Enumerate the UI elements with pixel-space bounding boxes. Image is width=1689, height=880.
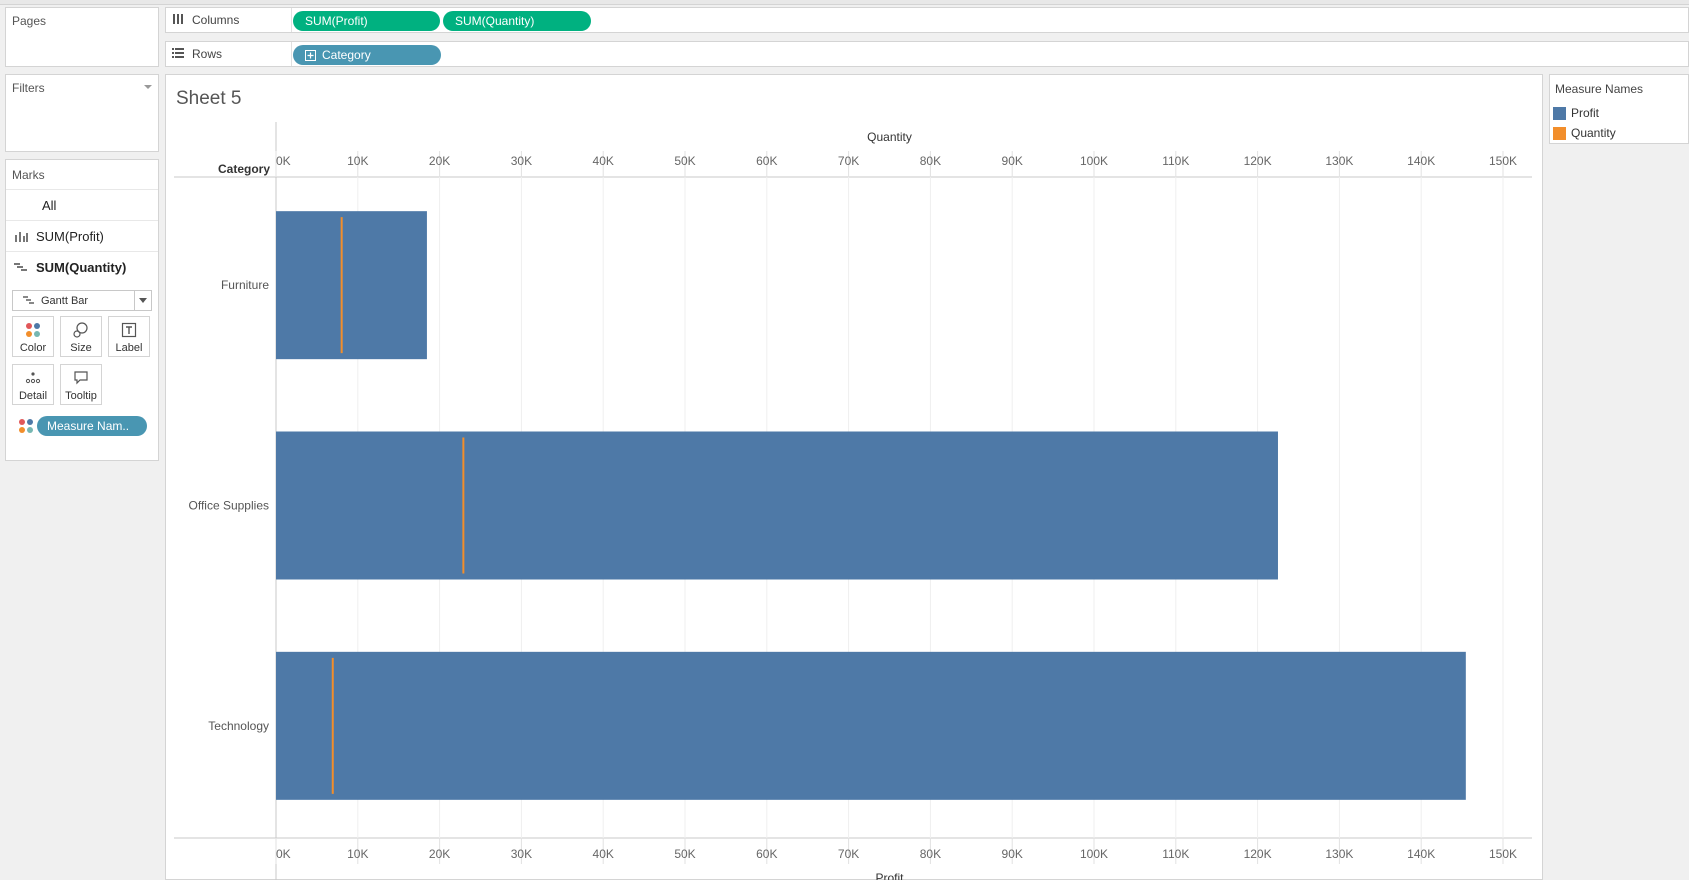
filters-menu-icon[interactable] xyxy=(144,85,152,89)
rows-shelf-text: Rows xyxy=(192,47,223,61)
legend-swatch xyxy=(1553,126,1566,140)
columns-shelf-label: Columns xyxy=(166,8,292,32)
chevron-down-icon xyxy=(134,291,151,310)
marks-title: Marks xyxy=(12,168,45,182)
size-icon xyxy=(73,317,89,342)
sum-quantity-pill[interactable]: SUM(Quantity) xyxy=(443,11,591,31)
category-pill-label: Category xyxy=(322,48,371,62)
category-pill[interactable]: Category xyxy=(293,45,441,65)
label-button-label: Label xyxy=(115,342,143,354)
measure-names-color-pill-label: Measure Nam.. xyxy=(47,419,130,433)
sum-profit-pill-label: SUM(Profit) xyxy=(305,14,368,28)
mark-type-select[interactable]: Gantt Bar xyxy=(12,290,152,311)
marks-row-all[interactable]: All xyxy=(6,189,158,220)
legend-item-quantity[interactable]: Quantity xyxy=(1553,126,1616,140)
sheet-title: Sheet 5 xyxy=(176,88,242,109)
text-label-icon xyxy=(121,317,137,342)
tooltip-icon xyxy=(73,365,89,390)
legend-item-profit[interactable]: Profit xyxy=(1553,106,1599,120)
detail-icon xyxy=(25,365,41,390)
columns-shelf-text: Columns xyxy=(192,13,240,27)
color-icon xyxy=(18,418,34,437)
filters-title: Filters xyxy=(12,81,45,95)
marks-row-sum-quantity[interactable]: SUM(Quantity) xyxy=(6,251,158,282)
pages-title: Pages xyxy=(12,14,47,28)
tooltip-button[interactable]: Tooltip xyxy=(60,364,102,405)
detail-button-label: Detail xyxy=(18,390,48,402)
legend-swatch xyxy=(1553,106,1566,120)
rows-shelf[interactable]: Rows Category xyxy=(165,41,1689,67)
view-panel xyxy=(165,74,1543,880)
size-button[interactable]: Size xyxy=(60,316,102,357)
filters-card[interactable]: Filters xyxy=(5,74,159,152)
mark-type-value: Gantt Bar xyxy=(41,294,89,307)
marks-row-label: SUM(Quantity) xyxy=(36,259,127,275)
tooltip-button-label: Tooltip xyxy=(65,390,97,402)
legend-item-label: Quantity xyxy=(1571,126,1616,140)
marks-row-label: SUM(Profit) xyxy=(36,228,104,244)
columns-icon xyxy=(172,13,184,28)
marks-row-sum-profit[interactable]: SUM(Profit) xyxy=(6,220,158,251)
gantt-icon xyxy=(23,295,35,308)
measure-names-color-pill[interactable]: Measure Nam.. xyxy=(37,416,147,436)
detail-button[interactable]: Detail xyxy=(12,364,54,405)
rows-shelf-label: Rows xyxy=(166,42,292,66)
gantt-icon xyxy=(14,261,27,273)
columns-shelf[interactable]: Columns SUM(Profit) SUM(Quantity) xyxy=(165,7,1689,33)
legend-item-label: Profit xyxy=(1571,106,1600,120)
sum-profit-pill[interactable]: SUM(Profit) xyxy=(293,11,440,31)
bar-chart-icon xyxy=(14,230,28,242)
color-button-label: Color xyxy=(19,342,47,354)
label-button[interactable]: Label xyxy=(108,316,150,357)
rows-icon xyxy=(172,47,184,62)
color-button[interactable]: Color xyxy=(12,316,54,357)
legend-title: Measure Names xyxy=(1555,82,1644,96)
size-button-label: Size xyxy=(70,342,92,354)
marks-row-label: All xyxy=(42,197,57,213)
sum-quantity-pill-label: SUM(Quantity) xyxy=(455,14,535,28)
expand-icon xyxy=(305,49,316,61)
legend-card xyxy=(1549,74,1689,144)
pages-card[interactable]: Pages xyxy=(5,7,159,67)
color-icon xyxy=(25,317,41,342)
top-strip xyxy=(0,0,1689,5)
